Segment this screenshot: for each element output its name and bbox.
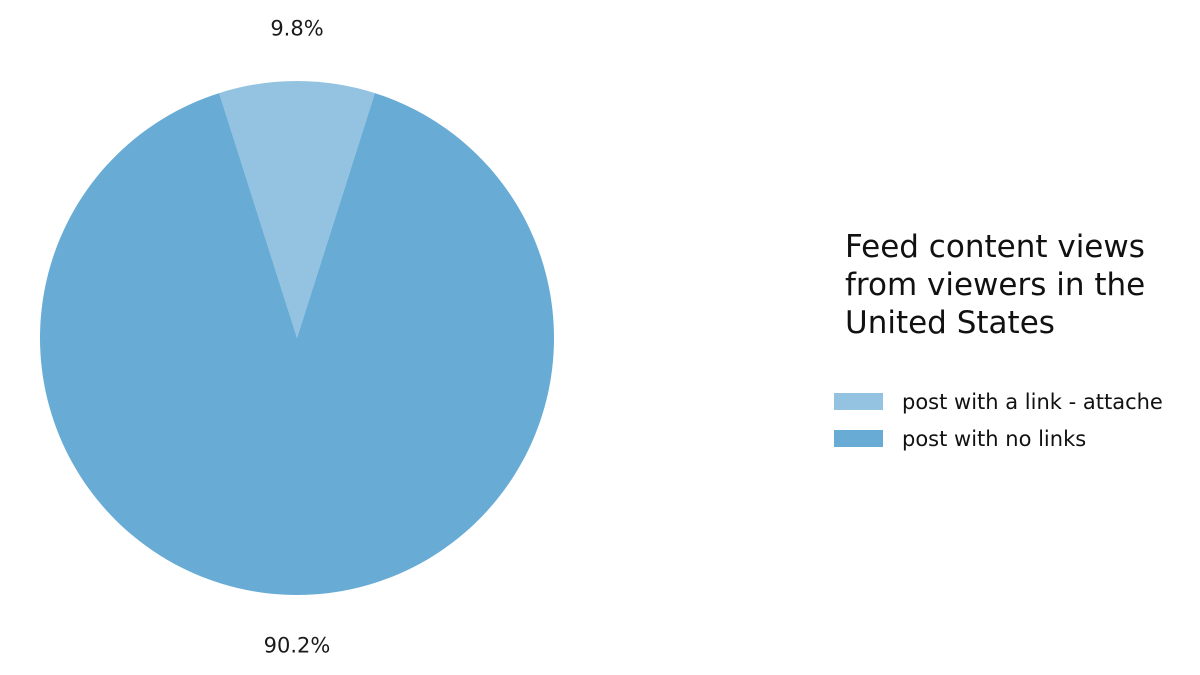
pie-slice-1 xyxy=(219,80,375,338)
slice-label-2: 90.2% xyxy=(264,633,331,657)
pie-slice-2 xyxy=(40,93,554,595)
legend-title-line-2: from viewers in the xyxy=(845,267,1145,303)
legend-title-line-3: United States xyxy=(845,305,1055,341)
legend-label-1: post with a link - attache xyxy=(902,390,1163,414)
legend: Feed content views from viewers in the U… xyxy=(834,229,1163,451)
slice-label-1: 9.8% xyxy=(270,17,323,41)
legend-entries: post with a link - attache post with no l… xyxy=(834,390,1163,451)
legend-title-line-1: Feed content views xyxy=(845,229,1145,265)
legend-swatch-1 xyxy=(834,393,883,410)
legend-swatch-2 xyxy=(834,430,883,447)
legend-label-2: post with no links xyxy=(902,427,1086,451)
pie-slices xyxy=(40,80,554,595)
slice-percent-labels: 9.8% 90.2% xyxy=(264,17,331,658)
